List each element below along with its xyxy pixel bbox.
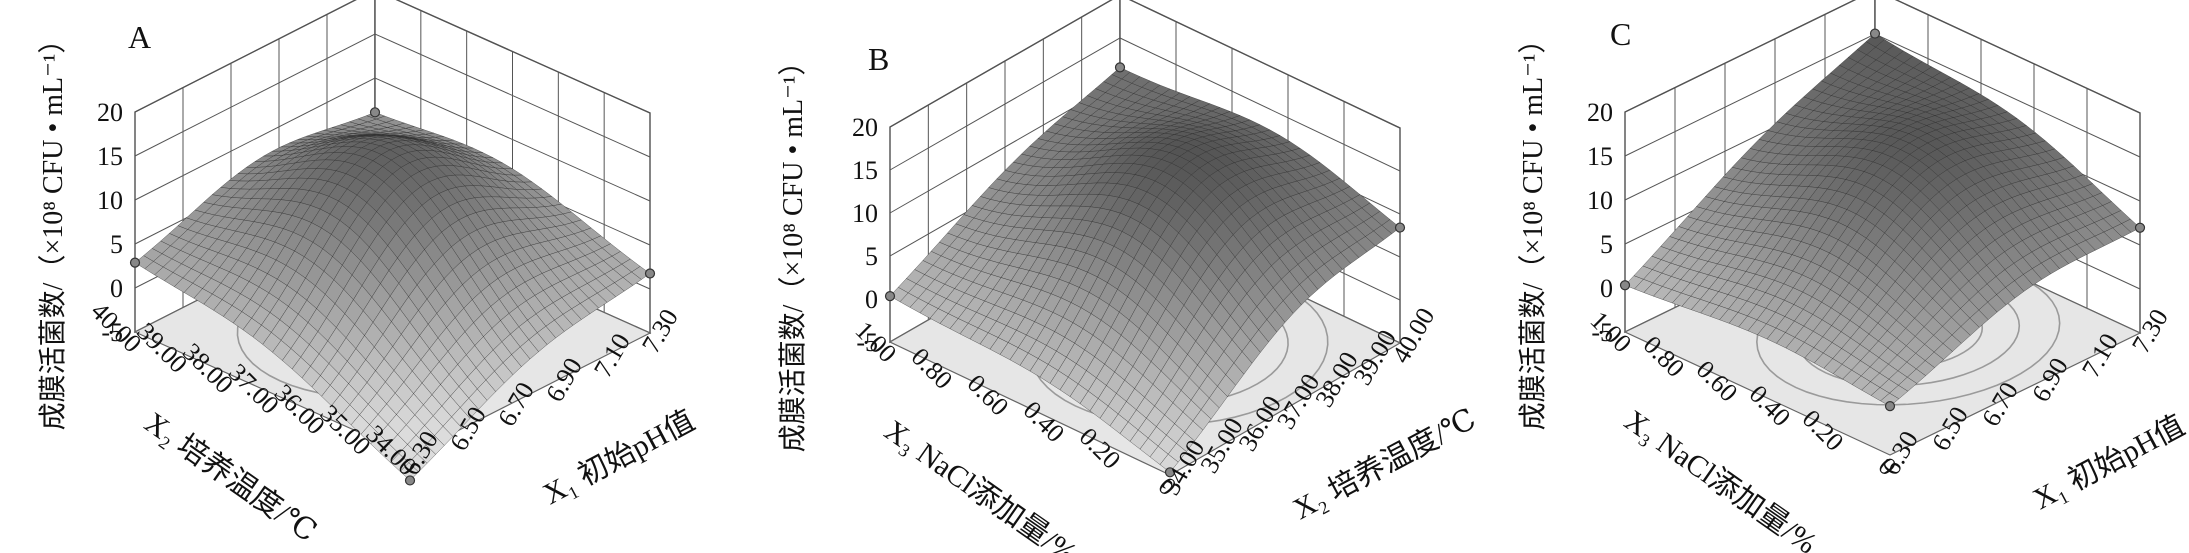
- surface-cell: [399, 462, 419, 481]
- z-tick-label: -5: [856, 328, 878, 357]
- z-axis-label: 成膜活菌数/（×10⁸ CFU • mL⁻¹）: [777, 48, 809, 453]
- z-tick-label: 10: [97, 186, 123, 215]
- design-point: [404, 475, 416, 486]
- z-tick-label: 5: [1600, 230, 1613, 259]
- y-axis-label: X₂ 培养温度/℃: [138, 406, 322, 549]
- z-tick-label: 10: [1587, 186, 1613, 215]
- design-point: [2134, 222, 2146, 233]
- design-point: [129, 257, 141, 268]
- panel-label: B: [868, 41, 889, 77]
- response-surface: [134, 112, 651, 481]
- z-tick-label: -5: [1591, 318, 1613, 347]
- x-axis-label: X₁ 初始pH值: [2028, 409, 2189, 516]
- z-axis-label: 成膜活菌数/（×10⁸ CFU • mL⁻¹）: [1517, 26, 1549, 431]
- response-surface: [1624, 33, 2141, 407]
- z-tick-label: 15: [852, 156, 878, 185]
- z-tick-label: 0: [1600, 274, 1613, 303]
- x-axis-label: X₂ 培养温度/℃: [1288, 402, 1481, 526]
- panel-label: C: [1610, 16, 1631, 52]
- z-tick-label: 5: [865, 242, 878, 271]
- design-point: [1869, 28, 1881, 39]
- y-axis-label: X₃ NaCl添加量/%: [1618, 404, 1822, 553]
- design-point: [1394, 222, 1406, 233]
- response-surface: [889, 67, 1401, 473]
- z-tick-label: -5: [101, 318, 123, 347]
- design-point: [1619, 280, 1631, 291]
- z-tick-label: 10: [852, 199, 878, 228]
- design-point: [369, 107, 381, 118]
- design-point: [1884, 401, 1896, 412]
- z-tick-label: 20: [1587, 98, 1613, 127]
- z-tick-label: 20: [852, 113, 878, 142]
- design-point: [1164, 467, 1176, 478]
- z-tick-label: 20: [97, 98, 123, 127]
- x-axis-label: X₁ 初始pH值: [538, 404, 700, 511]
- panel-label: A: [128, 19, 151, 55]
- surface-cell: [1159, 453, 1179, 473]
- z-tick-label: 15: [1587, 142, 1613, 171]
- z-tick-label: 0: [110, 274, 123, 303]
- design-point: [884, 291, 896, 302]
- panel-b: 20151050-534.0035.0036.0037.0038.0039.00…: [777, 0, 1481, 553]
- z-axis-label: 成膜活菌数/（×10⁸ CFU • mL⁻¹）: [37, 26, 69, 431]
- z-tick-label: 5: [110, 230, 123, 259]
- design-point: [1114, 62, 1126, 73]
- design-point: [644, 268, 656, 279]
- z-tick-label: 15: [97, 142, 123, 171]
- wall-gridline: [1624, 0, 2141, 114]
- surface-cell: [1880, 392, 1900, 407]
- z-tick-label: 0: [865, 285, 878, 314]
